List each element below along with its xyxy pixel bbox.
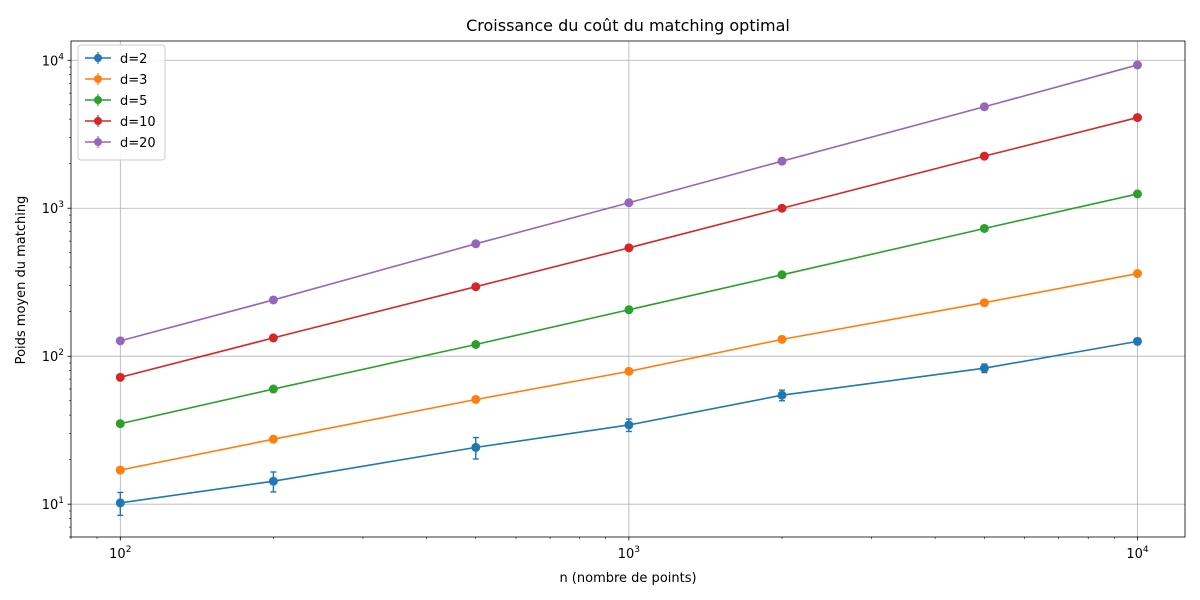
x-tick-label: 103: [618, 545, 640, 562]
data-point: [979, 363, 989, 373]
legend-label: d=20: [120, 136, 156, 151]
data-point: [979, 223, 989, 233]
legend-label: d=10: [120, 115, 156, 130]
legend-marker: [94, 54, 102, 62]
data-point: [979, 298, 989, 308]
data-point: [624, 305, 634, 315]
legend-label: d=2: [120, 52, 147, 67]
series-d=10: [115, 113, 1142, 382]
chart-title: Croissance du coût du matching optimal: [466, 16, 790, 35]
legend-marker: [94, 138, 102, 146]
data-point: [777, 390, 787, 400]
y-tick-label: 104: [42, 52, 65, 69]
series-d=2: [115, 336, 1142, 517]
data-point: [115, 336, 125, 346]
data-point: [1132, 269, 1142, 279]
legend-item: d=5: [85, 94, 147, 109]
data-point: [471, 239, 481, 249]
data-point: [471, 394, 481, 404]
data-point: [979, 102, 989, 112]
data-point: [624, 198, 634, 208]
data-point: [1132, 189, 1142, 199]
data-point: [624, 366, 634, 376]
data-point: [624, 243, 634, 253]
data-point: [115, 419, 125, 429]
legend-item: d=2: [85, 52, 147, 67]
data-point: [777, 334, 787, 344]
legend: d=2 d=3 d=5 d=10 d=20: [77, 44, 166, 161]
data-point: [471, 442, 481, 452]
data-point: [268, 434, 278, 444]
x-tick-label: 104: [1126, 545, 1149, 562]
data-point: [115, 372, 125, 382]
data-point: [1132, 60, 1142, 70]
y-tick-label: 101: [42, 496, 64, 513]
legend-item: d=3: [85, 73, 147, 88]
data-point: [777, 203, 787, 213]
data-point: [777, 156, 787, 166]
y-tick-label: 103: [42, 200, 64, 217]
data-point: [471, 282, 481, 292]
data-point: [471, 339, 481, 349]
series-d=20: [115, 60, 1142, 346]
data-point: [624, 420, 634, 430]
x-axis-label: n (nombre de points): [559, 571, 696, 586]
data-point: [979, 151, 989, 161]
data-point: [115, 498, 125, 508]
legend-marker: [94, 96, 102, 104]
legend-item: d=10: [85, 115, 156, 130]
legend-marker: [94, 117, 102, 125]
data-point: [268, 295, 278, 305]
data-point: [268, 333, 278, 343]
x-tick-label: 102: [109, 545, 131, 562]
legend-item: d=20: [85, 136, 156, 151]
data-point: [1132, 113, 1142, 123]
series-d=3: [115, 269, 1142, 475]
data-point: [777, 270, 787, 280]
data-point: [115, 465, 125, 475]
axes: 102 103 104 101 102 103 104: [42, 40, 1186, 562]
y-tick-label: 102: [42, 348, 64, 365]
grid: [71, 41, 1185, 537]
series-group: [115, 60, 1142, 517]
data-point: [1132, 336, 1142, 346]
legend-label: d=3: [120, 73, 147, 88]
legend-box: [77, 44, 166, 161]
data-point: [268, 476, 278, 486]
series-d=5: [115, 189, 1142, 429]
y-axis-label: Poids moyen du matching: [14, 196, 29, 365]
plot-frame: [70, 40, 1186, 538]
legend-marker: [94, 75, 102, 83]
data-point: [268, 384, 278, 394]
legend-label: d=5: [120, 94, 147, 109]
